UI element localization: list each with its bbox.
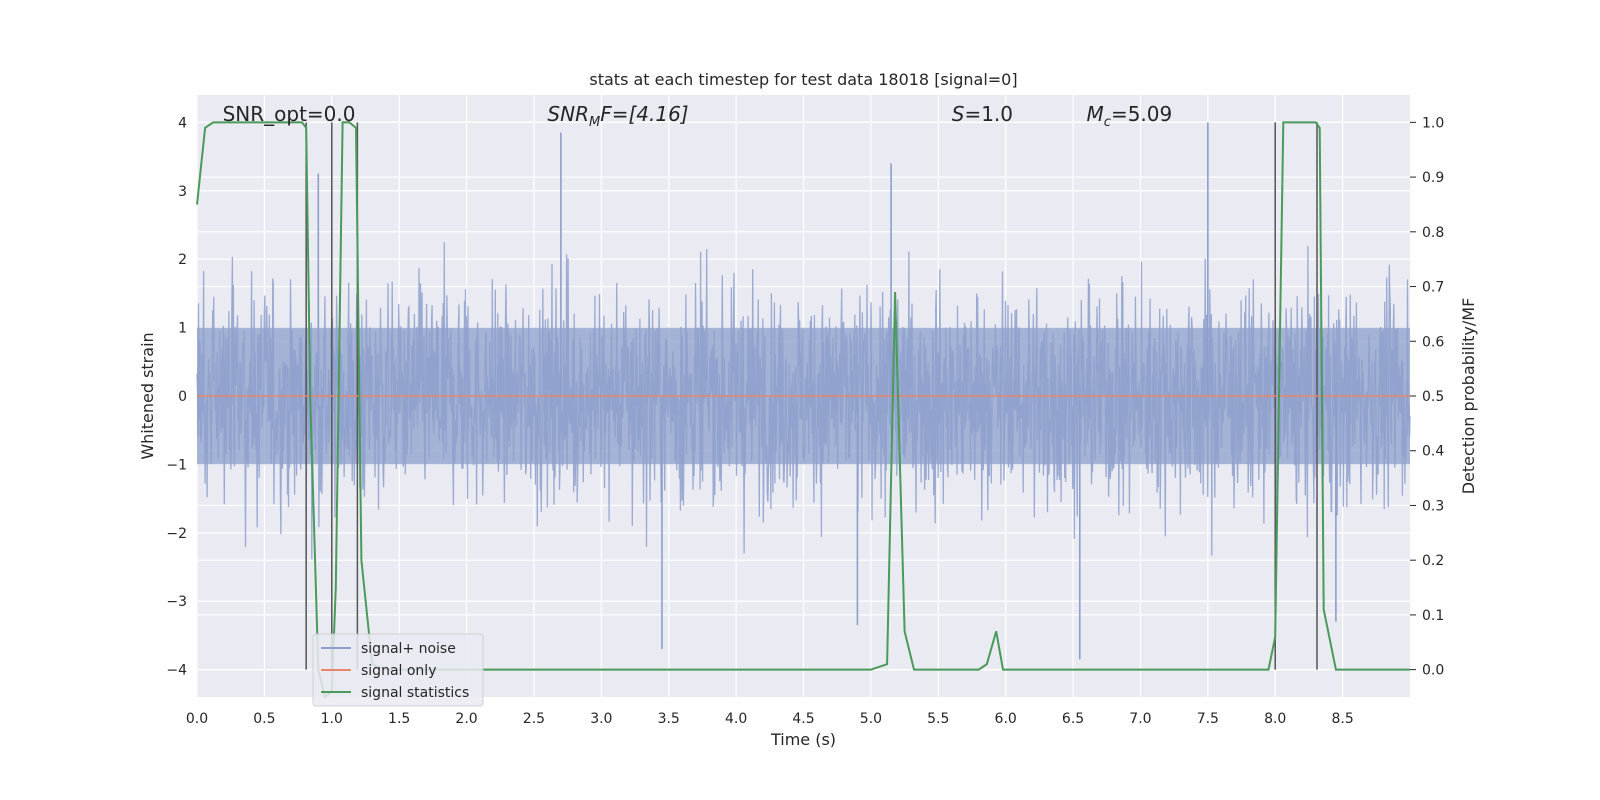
y2-tick-label: 0.0	[1422, 663, 1444, 679]
y2-axis-ticks: 1.0 0.9 0.8 0.7 0.6 0.5 0.4 0.3 0.2 0.1 0.0	[1410, 115, 1444, 679]
annotation-snr-mf-main: SNR	[547, 102, 589, 126]
x-axis-label: Time (s)	[770, 730, 836, 749]
annotation-s: S=1.0	[952, 102, 1013, 126]
y2-tick-label: 0.2	[1422, 553, 1444, 569]
y-tick-label: 3	[178, 184, 187, 200]
annotation-mc-rest: =5.09	[1111, 102, 1172, 126]
x-tick-label: 8.5	[1331, 711, 1353, 727]
x-tick-label: 5.5	[927, 711, 949, 727]
legend-box	[312, 633, 484, 707]
x-tick-label: 6.5	[1062, 711, 1084, 727]
x-tick-label: 7.0	[1129, 711, 1151, 727]
y-tick-label: −2	[166, 526, 187, 542]
y-axis-label: Whitened strain	[138, 332, 157, 459]
y2-tick-label: 0.3	[1422, 498, 1444, 514]
legend-label: signal statistics	[361, 685, 469, 701]
annotation-snr-mf-rest: F=[4.16]	[600, 102, 688, 126]
y-tick-label: 1	[178, 321, 187, 337]
y-tick-label: 0	[178, 389, 187, 405]
x-tick-label: 6.0	[995, 711, 1017, 727]
x-tick-label: 1.5	[388, 711, 410, 727]
annotation-s-rest: =1.0	[964, 102, 1013, 126]
x-tick-label: 4.0	[725, 711, 747, 727]
y-axis-ticks: 4 3 2 1 0 −1 −2 −3 −4	[166, 115, 187, 678]
y2-tick-label: 0.8	[1422, 225, 1444, 241]
x-tick-label: 5.0	[860, 711, 882, 727]
y2-tick-label: 1.0	[1422, 115, 1444, 131]
signal-statistics-layer	[196, 121, 1410, 699]
legend-label: signal only	[361, 663, 436, 679]
x-axis-ticks: 0.0 0.5 1.0 1.5 2.0 2.5 3.0 3.5 4.0 4.5 5.0 5.5 6.0 6…	[186, 711, 1354, 727]
x-tick-label: 2.5	[523, 711, 545, 727]
annotation-mc-sub: c	[1104, 115, 1111, 130]
y-tick-label: 2	[178, 252, 187, 268]
y2-tick-label: 0.4	[1422, 444, 1444, 460]
y-tick-label: −3	[166, 594, 187, 610]
y2-tick-label: 0.9	[1422, 170, 1444, 186]
x-tick-label: 4.5	[792, 711, 814, 727]
x-tick-label: 0.5	[253, 711, 275, 727]
y-tick-label: 4	[178, 115, 187, 131]
y-tick-label: −1	[166, 457, 187, 473]
y2-tick-label: 0.1	[1422, 608, 1444, 624]
x-tick-label: 1.0	[321, 711, 343, 727]
legend-label: signal+ noise	[361, 641, 456, 657]
chart-title: stats at each timestep for test data 180…	[589, 70, 1017, 89]
annotation-snr-mf: SNRMF=[4.16]	[547, 102, 688, 130]
y2-tick-label: 0.5	[1422, 389, 1444, 405]
annotation-snr-opt: SNR_opt=0.0	[223, 102, 356, 126]
y2-axis-label: Detection probability/MF	[1459, 298, 1478, 495]
legend: signal+ noise signal only signal statistic…	[312, 633, 484, 707]
annotation-mc-var: M	[1087, 102, 1104, 126]
signal-statistics-line	[196, 121, 1410, 699]
x-tick-label: 3.5	[658, 711, 680, 727]
x-tick-label: 7.5	[1197, 711, 1219, 727]
annotation-snr-mf-sub: M	[589, 115, 600, 130]
y2-tick-label: 0.6	[1422, 334, 1444, 350]
x-tick-label: 0.0	[186, 711, 208, 727]
x-tick-label: 3.0	[590, 711, 612, 727]
annotation-mc: Mc=5.09	[1087, 102, 1173, 130]
x-tick-label: 8.0	[1264, 711, 1286, 727]
annotation-s-var: S	[952, 102, 965, 126]
x-tick-label: 2.0	[455, 711, 477, 727]
y-tick-label: −4	[166, 663, 187, 679]
y2-tick-label: 0.7	[1422, 280, 1444, 296]
